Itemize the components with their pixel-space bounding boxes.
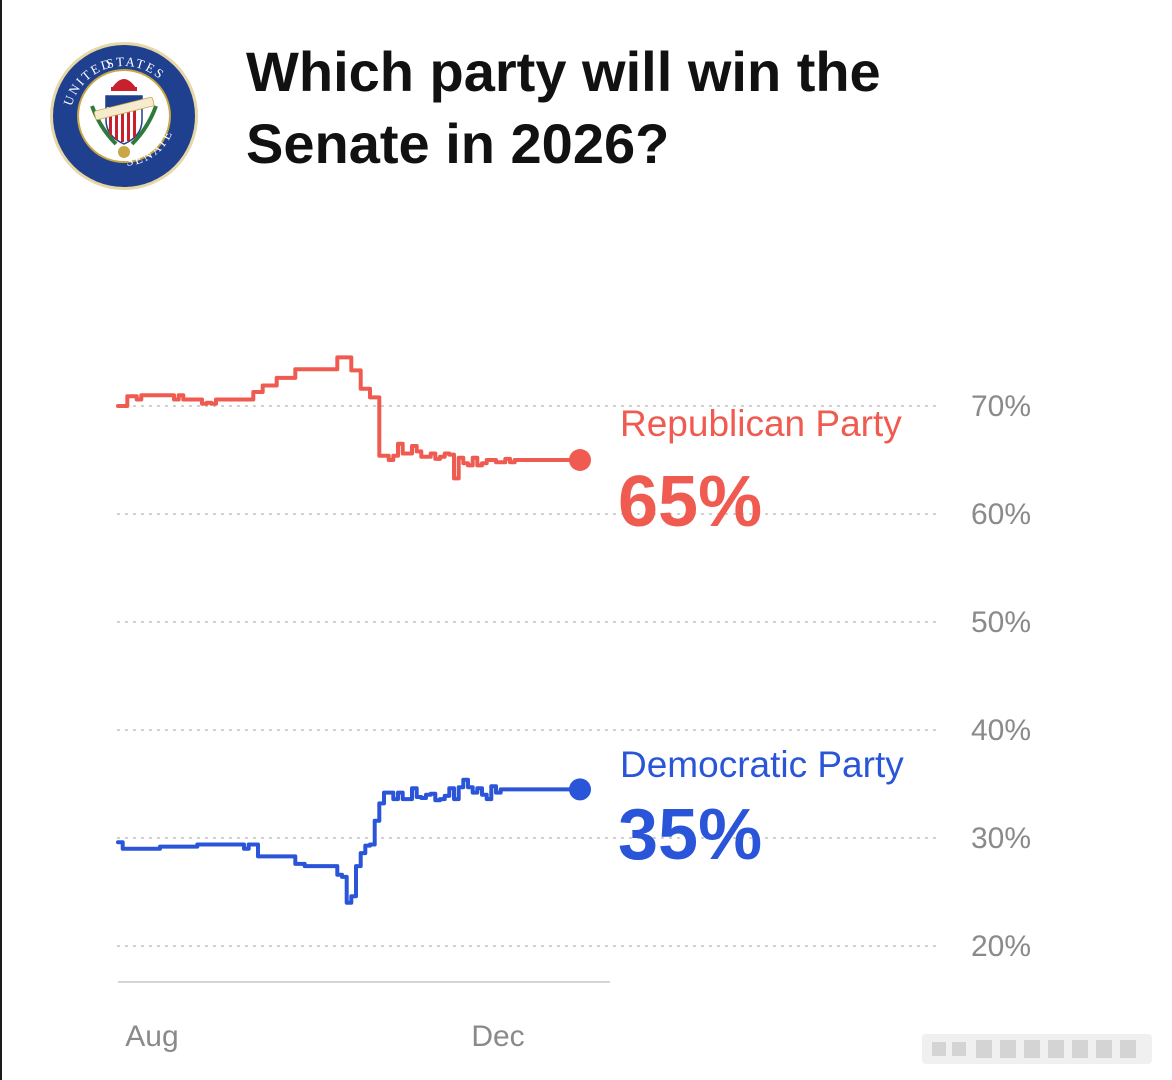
series-line <box>116 355 582 481</box>
y-tick-label: 40% <box>971 714 1031 747</box>
watermark-icon <box>922 1034 1152 1064</box>
series-value-label: 35% <box>618 795 762 875</box>
y-tick-label: 50% <box>971 606 1031 639</box>
y-tick-label: 70% <box>971 390 1031 423</box>
page-title: Which party will win the Senate in 2026? <box>246 40 881 175</box>
x-axis-ticks: Aug Dec <box>125 1020 524 1053</box>
y-tick-label: 20% <box>971 930 1031 963</box>
y-axis-ticks: 70% 60% 50% 40% 30% 20% <box>971 390 1031 963</box>
series-endpoint <box>569 778 591 801</box>
series-layer <box>116 355 591 905</box>
series-endpoint <box>569 449 591 471</box>
y-tick-label: 30% <box>971 822 1031 855</box>
series-value-label: 65% <box>618 462 762 542</box>
series-name-label: Republican Party <box>620 403 902 444</box>
grid-lines <box>117 405 941 947</box>
series-labels: Republican Party 65% Democratic Party 35% <box>618 403 904 875</box>
senate-seal-icon: UNITED STATES SENATE <box>50 42 198 190</box>
x-tick-label: Dec <box>471 1020 524 1053</box>
series-name-label: Democratic Party <box>620 744 904 785</box>
y-tick-label: 60% <box>971 498 1031 531</box>
x-tick-label: Aug <box>125 1020 178 1053</box>
left-edge-rule <box>0 0 2 1080</box>
series-line <box>116 777 582 905</box>
